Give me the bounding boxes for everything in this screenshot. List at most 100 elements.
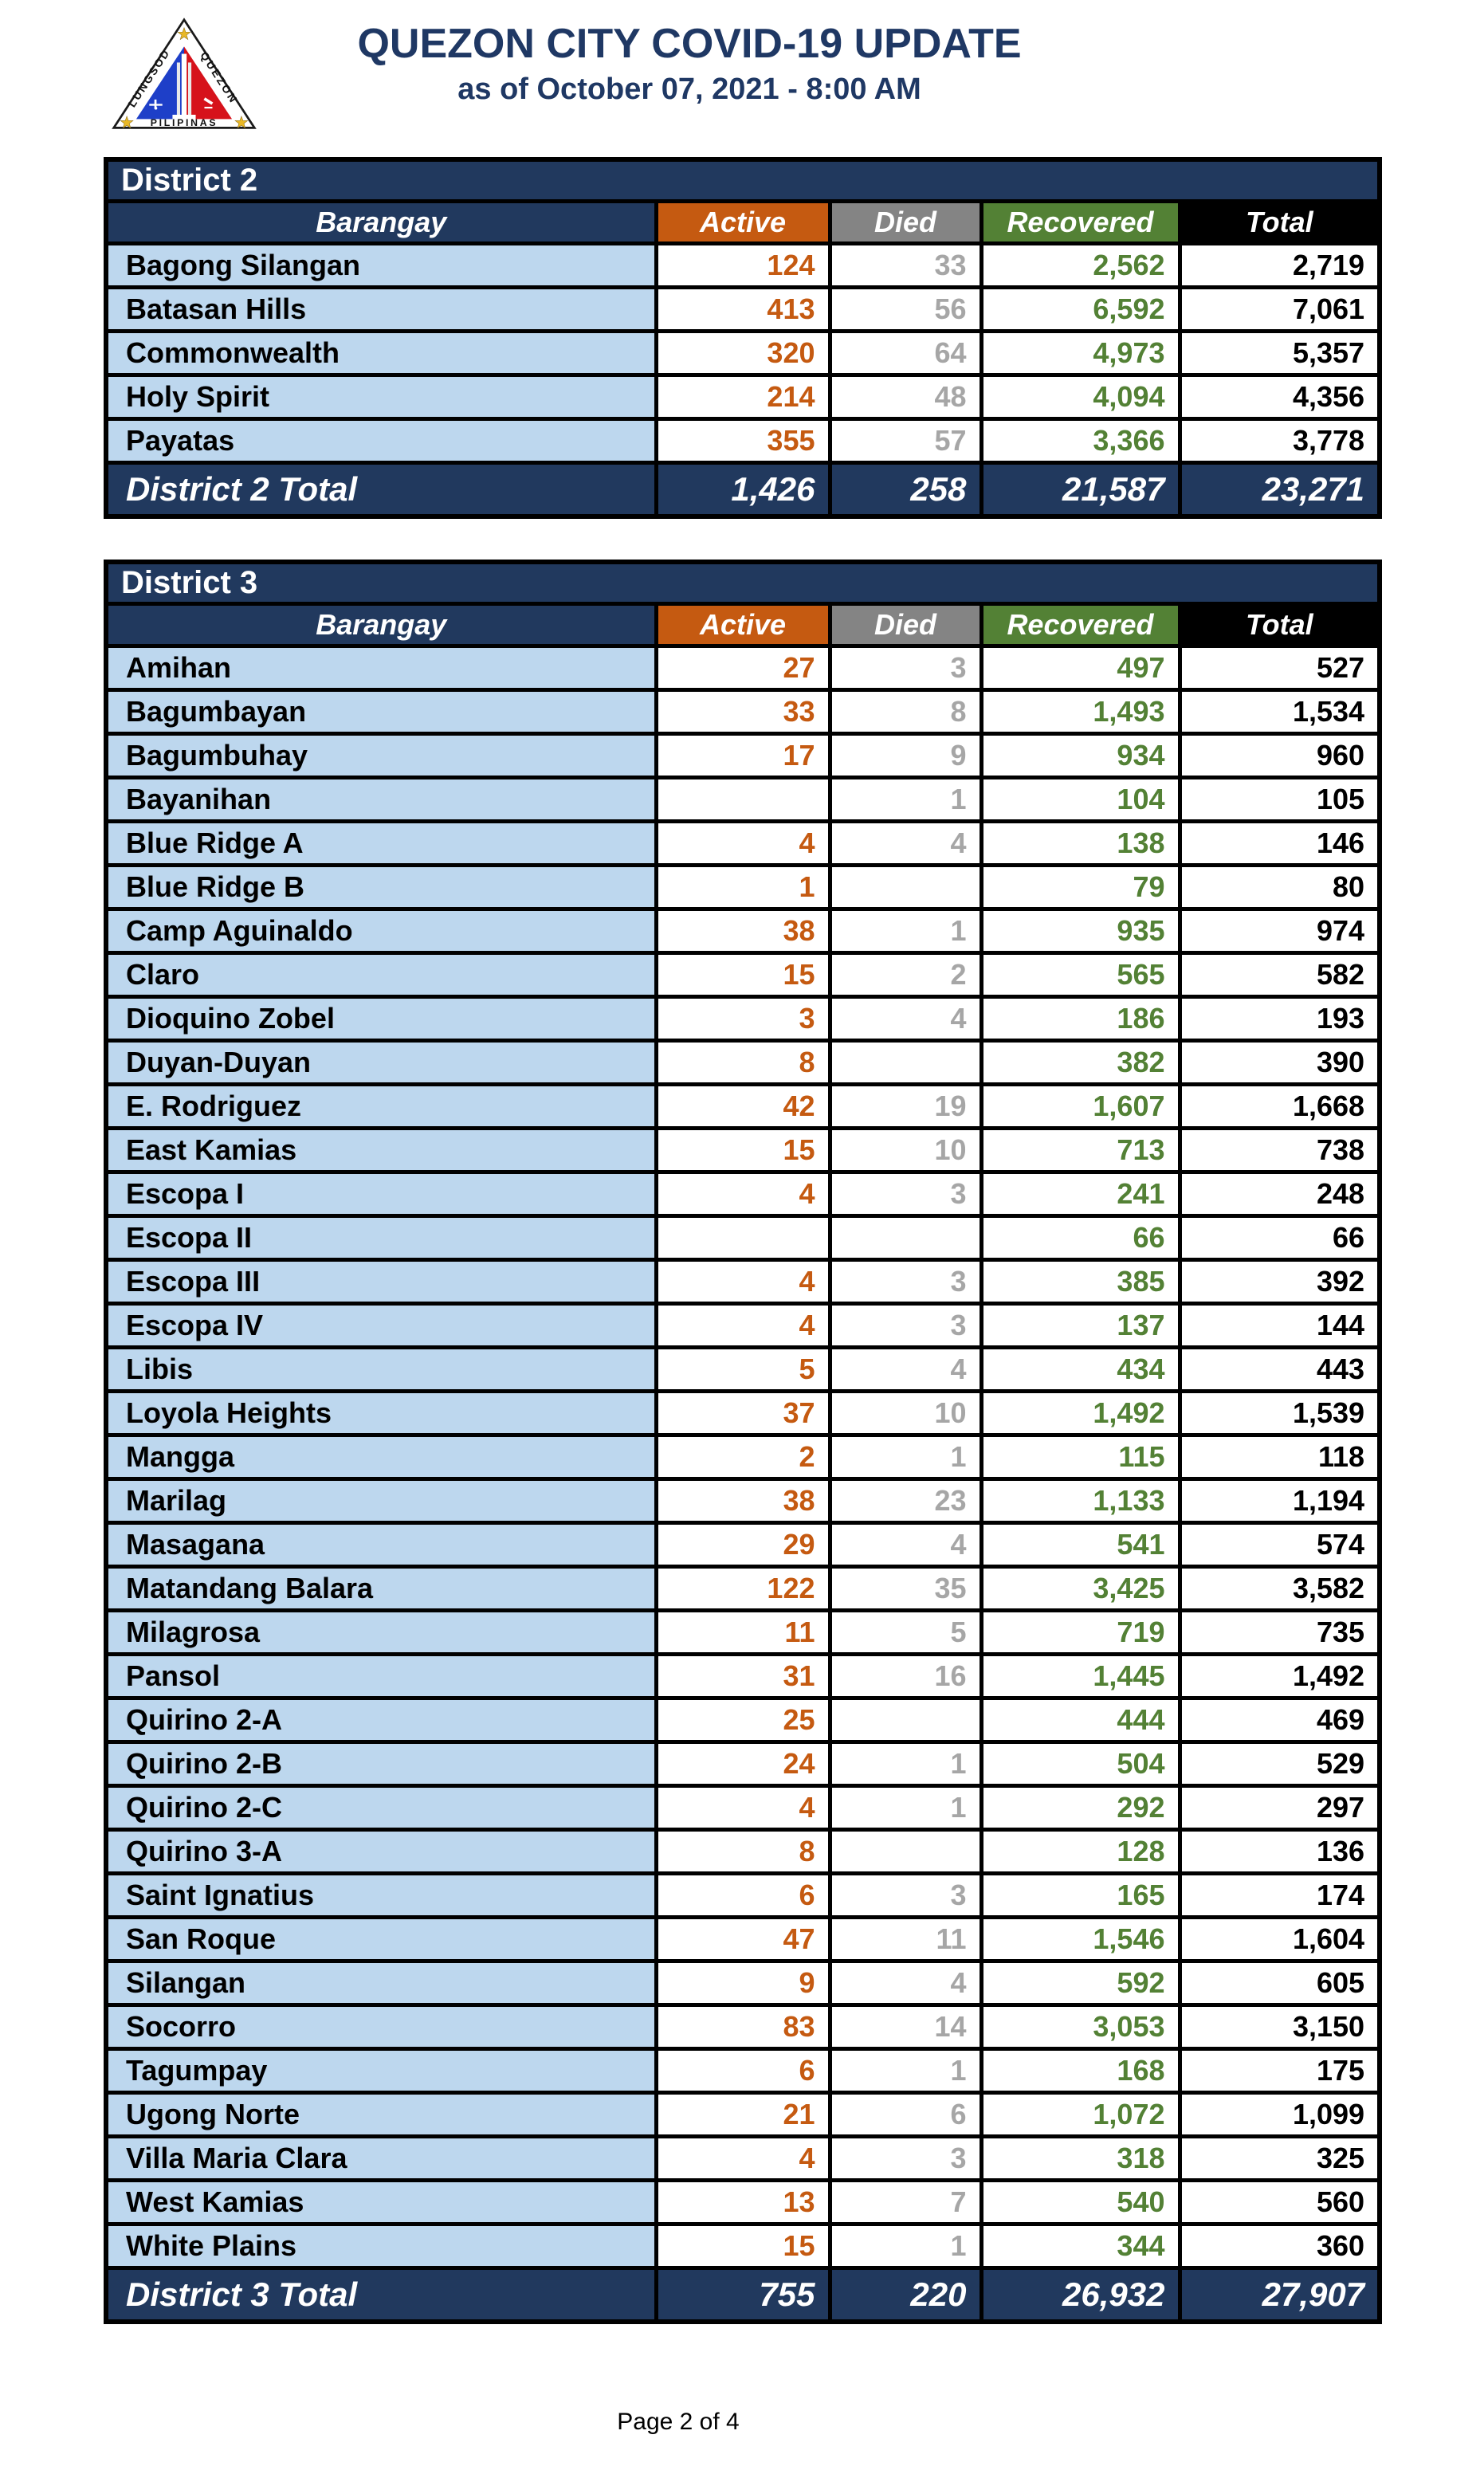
died-cell: 6 <box>827 2091 983 2138</box>
recovered-cell: 1,445 <box>979 1652 1182 1700</box>
recovered-cell: 4,973 <box>979 329 1182 377</box>
seal-inner-triangle-red <box>184 46 233 120</box>
recovered-cell: 719 <box>979 1608 1182 1656</box>
table-row: San Roque 47 11 1,546 1,604 <box>104 1915 1382 1963</box>
active-cell <box>654 1214 832 1262</box>
died-cell: 7 <box>827 2178 983 2226</box>
total-cell: 738 <box>1177 1126 1382 1174</box>
active-cell: 4 <box>654 1258 832 1306</box>
column-header-died: Died <box>827 199 983 245</box>
barangay-cell: Escopa II <box>104 1214 658 1262</box>
active-cell: 15 <box>654 1126 832 1174</box>
died-cell: 1 <box>827 1433 983 1481</box>
barangay-cell: Camp Aguinaldo <box>104 907 658 955</box>
total-cell: 4,356 <box>1177 373 1382 421</box>
died-cell: 10 <box>827 1389 983 1437</box>
recovered-cell: 382 <box>979 1039 1182 1086</box>
quezon-city-seal-logo: LUNGSOD QUEZON PILIPINAS <box>112 18 257 131</box>
recovered-cell: 1,493 <box>979 688 1182 736</box>
table-row: Holy Spirit 214 48 4,094 4,356 <box>104 373 1382 421</box>
total-cell: 574 <box>1177 1521 1382 1569</box>
died-cell: 4 <box>827 995 983 1043</box>
died-cell: 3 <box>827 644 983 692</box>
active-cell: 15 <box>654 951 832 999</box>
died-cell: 64 <box>827 329 983 377</box>
active-cell: 122 <box>654 1565 832 1612</box>
district-title: District 2 <box>104 157 1382 203</box>
recovered-cell: 137 <box>979 1302 1182 1349</box>
active-cell: 4 <box>654 1170 832 1218</box>
recovered-cell: 2,562 <box>979 241 1182 289</box>
active-cell: 21 <box>654 2091 832 2138</box>
barangay-cell: Matandang Balara <box>104 1565 658 1612</box>
barangay-cell: Blue Ridge B <box>104 863 658 911</box>
table-row: West Kamias 13 7 540 560 <box>104 2178 1382 2226</box>
seal-text-pilipinas: PILIPINAS <box>151 117 218 128</box>
recovered-cell: 115 <box>979 1433 1182 1481</box>
gavel-icon <box>203 97 214 109</box>
barangay-cell: Escopa I <box>104 1170 658 1218</box>
died-cell: 5 <box>827 1608 983 1656</box>
total-cell: 136 <box>1177 1828 1382 1875</box>
district-3-table: District 3 Barangay Active Died Recovere… <box>104 560 1383 2324</box>
table-row: E. Rodriguez 42 19 1,607 1,668 <box>104 1082 1382 1130</box>
barangay-cell: Tagumpay <box>104 2047 658 2095</box>
table-row: Pansol 31 16 1,445 1,492 <box>104 1652 1382 1700</box>
active-cell: 4 <box>654 819 832 867</box>
total-cell: 974 <box>1177 907 1382 955</box>
active-cell: 38 <box>654 1477 832 1525</box>
total-cell: 735 <box>1177 1608 1382 1656</box>
died-cell: 48 <box>827 373 983 421</box>
died-cell: 57 <box>827 417 983 465</box>
table-row: Bagumbayan 33 8 1,493 1,534 <box>104 688 1382 736</box>
column-header-active: Active <box>654 602 832 648</box>
total-cell: 80 <box>1177 863 1382 911</box>
district-total-died: 258 <box>827 461 983 519</box>
died-cell: 3 <box>827 1871 983 1919</box>
total-cell: 248 <box>1177 1170 1382 1218</box>
star-icon <box>234 115 249 129</box>
active-cell: 83 <box>654 2003 832 2051</box>
barangay-cell: Commonwealth <box>104 329 658 377</box>
barangay-cell: Escopa IV <box>104 1302 658 1349</box>
total-cell: 390 <box>1177 1039 1382 1086</box>
barangay-cell: Quirino 2-B <box>104 1740 658 1788</box>
district-title: District 3 <box>104 560 1382 606</box>
died-cell: 35 <box>827 1565 983 1612</box>
barangay-cell: Batasan Hills <box>104 285 658 333</box>
recovered-cell: 1,072 <box>979 2091 1182 2138</box>
total-cell: 146 <box>1177 819 1382 867</box>
active-cell: 47 <box>654 1915 832 1963</box>
died-cell: 19 <box>827 1082 983 1130</box>
table-row: Amihan 27 3 497 527 <box>104 644 1382 692</box>
recovered-cell: 934 <box>979 732 1182 779</box>
barangay-cell: Payatas <box>104 417 658 465</box>
barangay-cell: East Kamias <box>104 1126 658 1174</box>
total-cell: 1,539 <box>1177 1389 1382 1437</box>
active-cell: 3 <box>654 995 832 1043</box>
died-cell <box>827 1039 983 1086</box>
district-total-active: 755 <box>654 2266 832 2324</box>
barangay-cell: Saint Ignatius <box>104 1871 658 1919</box>
table-row: Ugong Norte 21 6 1,072 1,099 <box>104 2091 1382 2138</box>
district-total-recovered: 26,932 <box>979 2266 1182 2324</box>
barangay-cell: Dioquino Zobel <box>104 995 658 1043</box>
table-row: Quirino 2-A 25 444 469 <box>104 1696 1382 1744</box>
report-header: QUEZON CITY COVID-19 UPDATE as of Octobe… <box>0 21 1379 107</box>
column-header-recovered: Recovered <box>979 602 1182 648</box>
active-cell: 15 <box>654 2222 832 2270</box>
barangay-cell: Claro <box>104 951 658 999</box>
active-cell: 4 <box>654 1784 832 1832</box>
died-cell: 33 <box>827 241 983 289</box>
total-cell: 3,778 <box>1177 417 1382 465</box>
died-cell: 1 <box>827 1740 983 1788</box>
recovered-cell: 168 <box>979 2047 1182 2095</box>
total-cell: 3,582 <box>1177 1565 1382 1612</box>
table-row: Bagong Silangan 124 33 2,562 2,719 <box>104 241 1382 289</box>
barangay-cell: West Kamias <box>104 2178 658 2226</box>
died-cell: 11 <box>827 1915 983 1963</box>
died-cell: 16 <box>827 1652 983 1700</box>
barangay-cell: Ugong Norte <box>104 2091 658 2138</box>
table-row: Quirino 3-A 8 128 136 <box>104 1828 1382 1875</box>
recovered-cell: 540 <box>979 2178 1182 2226</box>
